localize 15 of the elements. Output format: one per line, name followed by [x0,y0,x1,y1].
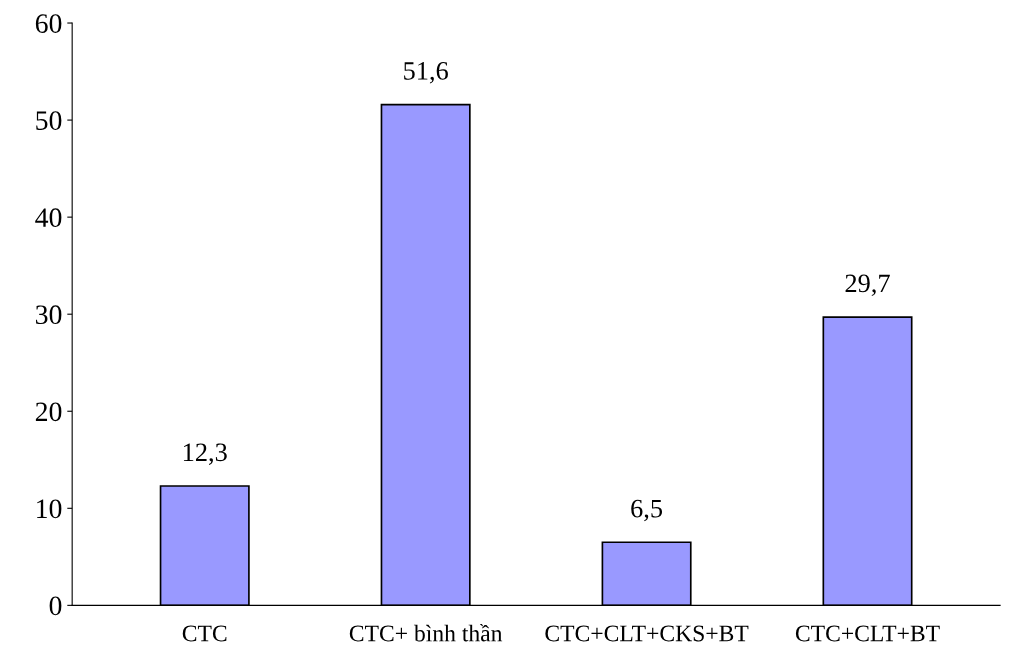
x-tick-label: CTC+ bình thần [349,624,503,642]
y-tick-label: 60 [35,14,62,33]
y-tick-label: 10 [37,499,62,519]
y-tick-label: 40 [35,208,62,228]
x-tick-label: CTC [182,625,227,642]
y-tick-label: 0 [49,596,62,616]
y-tick-label: 30 [36,305,62,325]
y-tick-label: 20 [35,402,62,422]
data-label: 6,5 [631,499,663,522]
data-label: 51,6 [404,62,448,84]
x-tick-label: CTC+CLT+BT [795,625,940,642]
x-tick-label: CTC+CLT+CKS+BT [545,625,749,642]
data-label: 29,7 [845,274,890,297]
y-tick-label: 50 [36,111,62,130]
data-label: 12,3 [183,443,227,465]
